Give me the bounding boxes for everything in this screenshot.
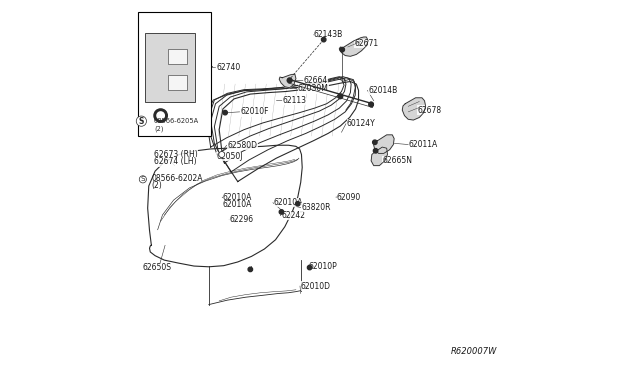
Circle shape — [338, 94, 342, 99]
Text: 62296: 62296 — [229, 215, 253, 224]
Circle shape — [373, 148, 378, 153]
Text: 62010D: 62010D — [301, 282, 331, 291]
Bar — [168, 49, 187, 64]
Polygon shape — [374, 135, 394, 153]
Polygon shape — [339, 37, 368, 56]
Text: S: S — [139, 117, 144, 126]
Circle shape — [154, 109, 167, 122]
Text: R620007W: R620007W — [451, 347, 497, 356]
Text: (2): (2) — [152, 181, 162, 190]
Bar — [168, 75, 187, 90]
Text: 63820R: 63820R — [301, 203, 331, 212]
Text: 62010P: 62010P — [308, 262, 337, 271]
Text: 62030M: 62030M — [298, 84, 328, 93]
Circle shape — [279, 210, 284, 214]
Text: 62050J: 62050J — [216, 152, 243, 161]
Text: 62671: 62671 — [354, 39, 378, 48]
Circle shape — [338, 94, 342, 99]
Text: S: S — [141, 176, 145, 182]
Text: 62011A: 62011A — [409, 140, 438, 149]
Text: 62010F: 62010F — [240, 108, 269, 116]
Text: 62664: 62664 — [303, 76, 328, 85]
Text: 62678: 62678 — [417, 106, 441, 115]
Text: 62113: 62113 — [282, 96, 306, 105]
FancyBboxPatch shape — [145, 33, 195, 102]
Polygon shape — [279, 74, 296, 88]
Text: 62665N: 62665N — [382, 156, 412, 165]
Circle shape — [369, 102, 373, 107]
Text: 62090: 62090 — [337, 193, 361, 202]
Circle shape — [296, 202, 300, 206]
Circle shape — [307, 265, 312, 270]
Circle shape — [321, 37, 326, 42]
Text: 62674 (LH): 62674 (LH) — [154, 157, 196, 166]
Text: 08566-6205A: 08566-6205A — [154, 118, 199, 124]
Circle shape — [287, 78, 292, 83]
Circle shape — [248, 267, 253, 272]
Text: 62650S: 62650S — [143, 263, 172, 272]
Text: 62143B: 62143B — [314, 30, 343, 39]
Polygon shape — [371, 147, 387, 166]
Circle shape — [340, 47, 344, 52]
Circle shape — [223, 110, 227, 115]
Bar — [138, 12, 211, 136]
Circle shape — [369, 102, 373, 107]
Circle shape — [219, 151, 225, 157]
Text: 08566-6202A: 08566-6202A — [152, 174, 203, 183]
Text: 62014B: 62014B — [368, 86, 397, 95]
Text: 60124Y: 60124Y — [347, 119, 376, 128]
Circle shape — [287, 78, 292, 83]
Circle shape — [157, 112, 164, 119]
Text: 62580D: 62580D — [227, 141, 257, 150]
Text: 62673 (RH): 62673 (RH) — [154, 150, 198, 159]
Text: 62010A: 62010A — [223, 193, 252, 202]
Circle shape — [372, 140, 377, 144]
Text: 62010A: 62010A — [274, 198, 303, 207]
Text: 62242: 62242 — [281, 211, 305, 220]
Polygon shape — [403, 98, 426, 120]
Text: 62010A: 62010A — [223, 200, 252, 209]
Text: (2): (2) — [154, 125, 163, 132]
Text: 62740: 62740 — [217, 63, 241, 72]
